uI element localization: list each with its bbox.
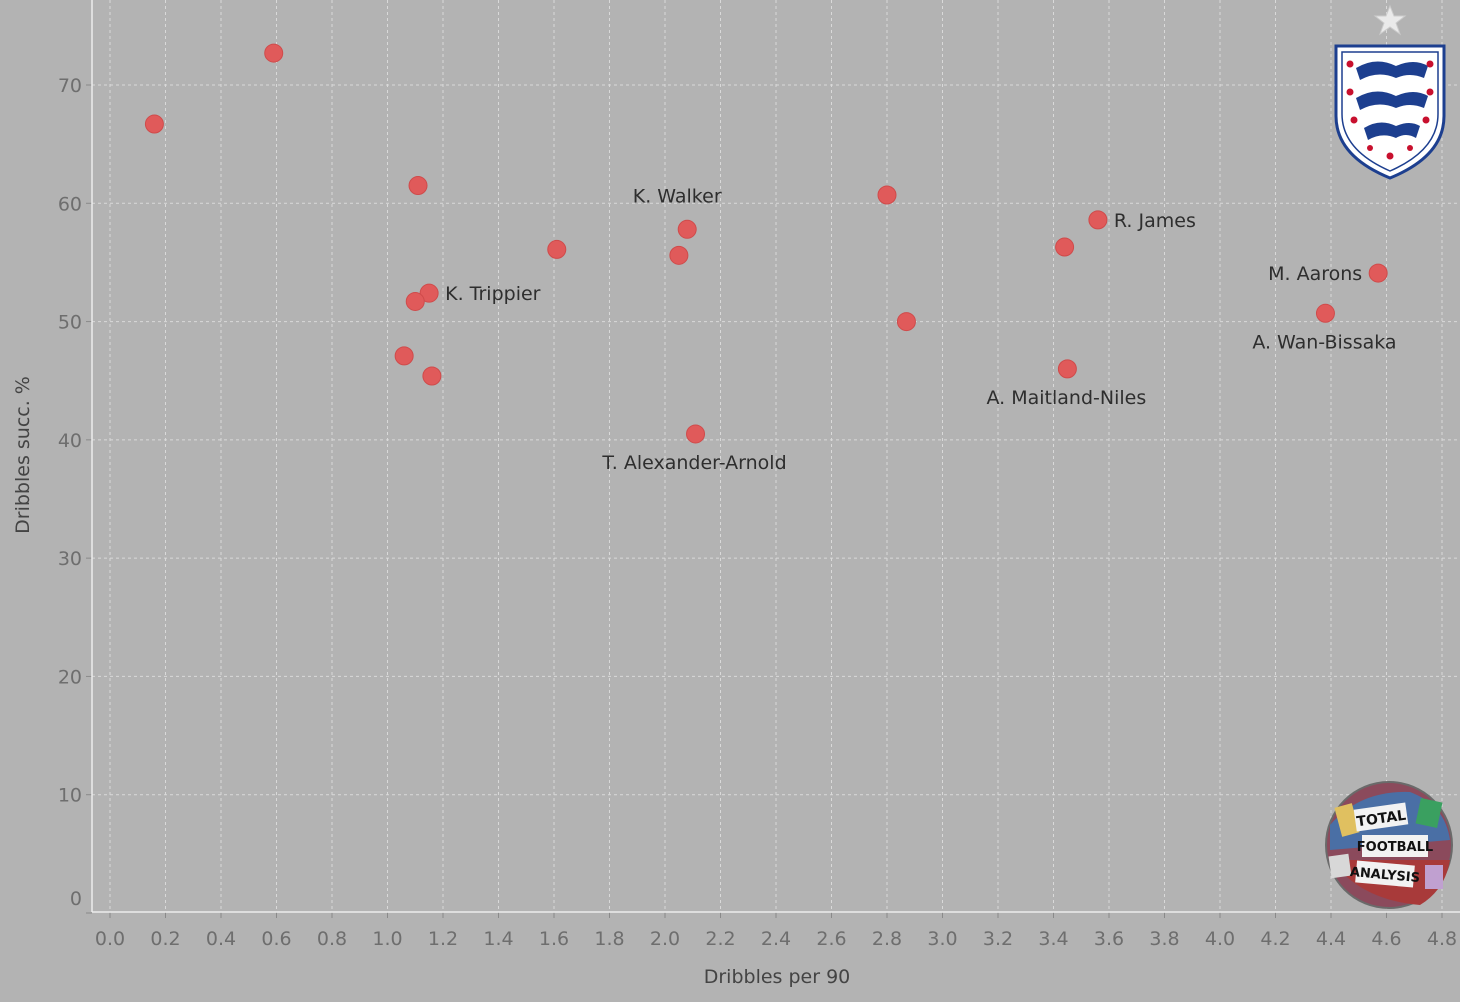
y-axis-title: Dribbles succ. % — [12, 376, 34, 534]
svg-text:FOOTBALL: FOOTBALL — [1357, 840, 1433, 855]
scatter-point — [1057, 359, 1077, 379]
y-tick-label: 70 — [58, 75, 82, 97]
scatter-point — [896, 312, 916, 332]
scatter-point — [1088, 210, 1108, 230]
x-tick-label: 0.8 — [317, 928, 347, 950]
scatter-point — [547, 239, 567, 259]
y-tick-label: 50 — [58, 312, 82, 334]
scatter-point — [408, 176, 428, 196]
x-axis-title: Dribbles per 90 — [704, 966, 851, 988]
scatter-point — [677, 219, 697, 239]
scatter-point — [686, 424, 706, 444]
x-tick-label: 2.6 — [816, 928, 846, 950]
point-label: A. Wan-Bissaka — [1252, 331, 1396, 353]
y-tick-label: 10 — [58, 785, 82, 807]
x-tick-label: 4.0 — [1205, 928, 1235, 950]
x-tick-label: 4.2 — [1260, 928, 1290, 950]
label-layer: K. Trippier K. Walker T. Alexander-Arnold R… — [445, 185, 1396, 474]
x-tick-label: 0.0 — [95, 928, 125, 950]
scatter-point — [1055, 237, 1075, 257]
scatter-point — [405, 291, 425, 311]
x-tick-label: 3.8 — [1149, 928, 1179, 950]
point-label: R. James — [1114, 210, 1196, 232]
point-label: K. Trippier — [445, 283, 541, 305]
scatter-point — [144, 114, 164, 134]
x-tick-label: 3.4 — [1038, 928, 1068, 950]
x-tick-label: 3.6 — [1094, 928, 1124, 950]
point-label: A. Maitland-Niles — [987, 387, 1147, 409]
x-tick-label: 2.8 — [872, 928, 902, 950]
scatter-point — [1368, 263, 1388, 283]
scatter-point — [419, 283, 439, 303]
x-tick-label: 1.0 — [372, 928, 402, 950]
x-tick-label: 0.2 — [150, 928, 180, 950]
x-tick-label: 0.6 — [261, 928, 291, 950]
total-football-analysis-logo: TOTAL FOOTBALL ANALYSIS — [1325, 781, 1453, 909]
point-label: T. Alexander-Arnold — [601, 452, 786, 474]
x-tick-label: 1.6 — [539, 928, 569, 950]
x-tick-label: 3.2 — [983, 928, 1013, 950]
x-tick-label: 2.0 — [650, 928, 680, 950]
grid-layer — [92, 0, 1460, 912]
scatter-point — [669, 245, 689, 265]
y-tick-label: 40 — [58, 430, 82, 452]
scatter-point — [394, 346, 414, 366]
x-tick-label: 1.4 — [483, 928, 513, 950]
x-tick-label: 1.8 — [594, 928, 624, 950]
y-tick-label: 60 — [58, 193, 82, 215]
x-tick-label: 0.4 — [206, 928, 236, 950]
scatter-point — [877, 185, 897, 205]
star-icon — [1373, 4, 1407, 36]
point-label: K. Walker — [633, 185, 722, 207]
scatter-point — [264, 43, 284, 63]
svg-text:ANALYSIS: ANALYSIS — [1349, 865, 1420, 886]
x-tick-label: 2.2 — [705, 928, 735, 950]
scatter-point — [422, 366, 442, 386]
england-crest-logo — [1334, 4, 1446, 180]
y-tick-label: 20 — [58, 666, 82, 688]
point-layer — [144, 43, 1388, 444]
x-tick-label: 1.2 — [428, 928, 458, 950]
x-tick-label: 3.0 — [927, 928, 957, 950]
scatter-point — [1315, 303, 1335, 323]
x-tick-label: 4.6 — [1371, 928, 1401, 950]
x-tick-label: 4.4 — [1316, 928, 1346, 950]
svg-text:TOTAL: TOTAL — [1356, 808, 1407, 831]
x-tick-label: 4.8 — [1427, 928, 1457, 950]
y-tick-label: 0 — [70, 888, 82, 910]
x-tick-label: 2.4 — [761, 928, 791, 950]
point-label: M. Aarons — [1268, 263, 1362, 285]
y-tick-label: 30 — [58, 548, 82, 570]
axis-layer: 0.0 0.2 0.4 0.6 0.8 1.0 1.2 1.4 1.6 1.8 2.0 2.2 2.4 2… — [58, 0, 1460, 950]
